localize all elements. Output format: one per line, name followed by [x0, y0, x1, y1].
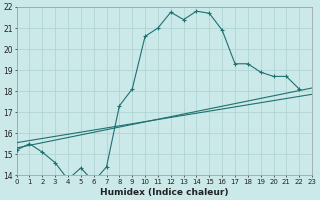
X-axis label: Humidex (Indice chaleur): Humidex (Indice chaleur)	[100, 188, 228, 197]
